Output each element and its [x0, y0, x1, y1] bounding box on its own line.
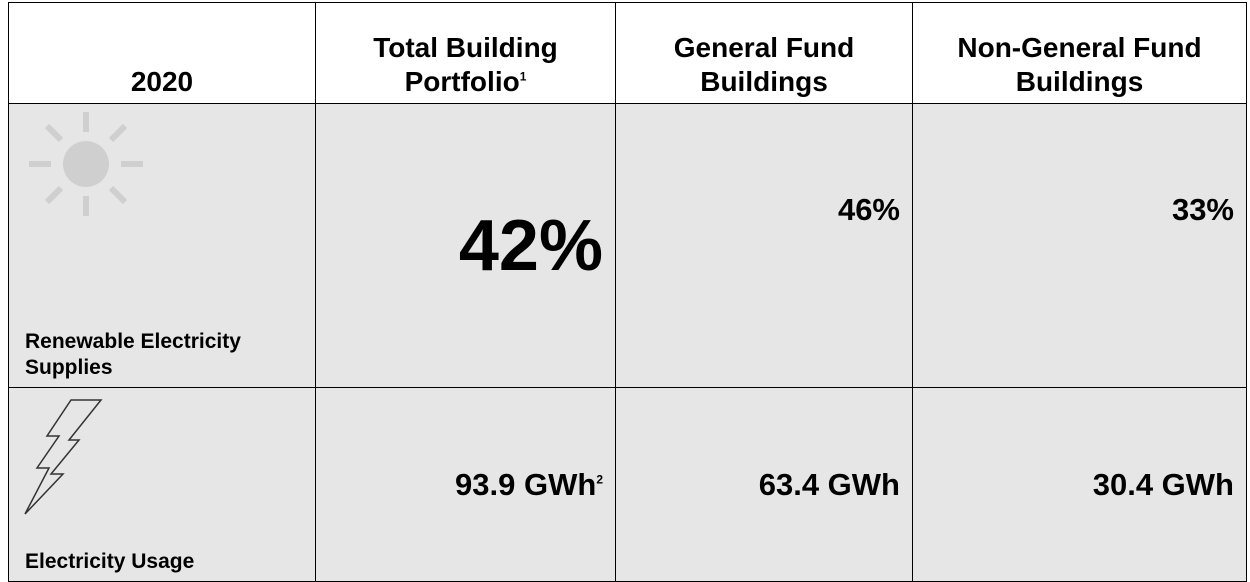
- lightning-icon: [24, 399, 103, 515]
- header-cell: General Fund Buildings: [615, 2, 913, 104]
- value-cell: 33%: [912, 103, 1247, 388]
- header-text: Total Building Portfolio: [373, 32, 558, 97]
- row-label-cell: Electricity Usage: [8, 387, 316, 582]
- header-text: 2020: [130, 66, 194, 97]
- value: 42%: [458, 205, 603, 286]
- sun-icon: [29, 112, 143, 216]
- table-row: Electricity Usage 93.9 GWh2 63.4 GWh 30.…: [8, 387, 1247, 582]
- row-label: Renewable Electricity Supplies: [25, 330, 241, 379]
- value-cell: 93.9 GWh2: [315, 387, 616, 582]
- data-table: 2020 Total Building Portfolio1 General F…: [8, 2, 1247, 582]
- header-text: General Fund Buildings: [673, 32, 855, 97]
- header-cell: 2020: [8, 2, 316, 104]
- value-cell: 63.4 GWh: [615, 387, 913, 582]
- value-cell: 46%: [615, 103, 913, 388]
- header-row: 2020 Total Building Portfolio1 General F…: [8, 2, 1247, 104]
- row-label-cell: Renewable Electricity Supplies: [8, 103, 316, 388]
- header-cell: Non-General Fund Buildings: [912, 2, 1247, 104]
- table-row: Renewable Electricity Supplies 42% 46% 3…: [8, 103, 1247, 388]
- header-text: Non-General Fund Buildings: [957, 32, 1202, 97]
- footnote-mark: 2: [596, 472, 603, 487]
- value: 33%: [1171, 192, 1234, 227]
- value: 30.4 GWh: [1092, 466, 1234, 502]
- value-cell: 30.4 GWh: [912, 387, 1247, 582]
- value: 46%: [837, 192, 900, 227]
- value-cell: 42%: [315, 103, 616, 388]
- header-cell: Total Building Portfolio1: [315, 2, 616, 104]
- footnote-mark: 1: [519, 69, 527, 84]
- page: 2020 Total Building Portfolio1 General F…: [8, 2, 1247, 582]
- value: 63.4 GWh: [758, 466, 900, 502]
- value: 93.9 GWh: [455, 466, 597, 502]
- row-label: Electricity Usage: [25, 550, 195, 573]
